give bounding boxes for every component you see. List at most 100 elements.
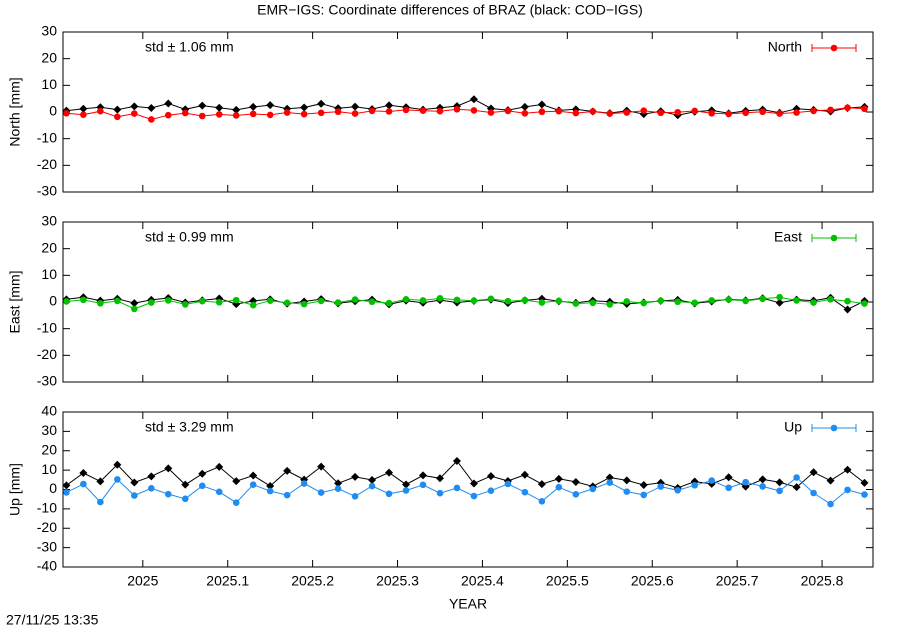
point [300, 480, 308, 487]
point [148, 116, 155, 123]
y-tick-label: -30 [37, 183, 57, 199]
point [402, 296, 410, 303]
point [691, 107, 698, 115]
y-tick-label: 20 [41, 239, 57, 255]
point [181, 109, 189, 117]
point [861, 300, 868, 307]
point [232, 477, 241, 486]
point [827, 500, 834, 508]
point [537, 100, 546, 109]
annotation: std ± 0.99 mm [145, 229, 234, 245]
point [368, 476, 377, 485]
legend-marker [830, 44, 838, 52]
y-tick-label: 10 [41, 76, 57, 92]
point [810, 489, 817, 497]
point [63, 489, 70, 496]
x-axis-label: YEAR [449, 596, 487, 612]
point [96, 477, 105, 486]
y-tick-label: -10 [37, 500, 57, 516]
point [283, 466, 292, 475]
point [775, 298, 784, 307]
point [843, 465, 852, 474]
point [826, 476, 835, 485]
point [674, 108, 682, 116]
y-tick-label: 0 [49, 480, 57, 496]
y-tick-label: 0 [49, 103, 57, 119]
y-tick-label: -20 [37, 156, 57, 172]
point [181, 495, 189, 503]
point [385, 468, 394, 477]
point [130, 299, 139, 308]
point [334, 108, 342, 116]
point [385, 108, 393, 115]
point [572, 300, 580, 307]
point [792, 483, 801, 492]
plot-frame [62, 221, 874, 383]
point [470, 297, 478, 304]
point [114, 113, 121, 121]
point [198, 297, 206, 305]
point [232, 105, 241, 114]
point [521, 296, 529, 304]
annotation: std ± 1.06 mm [145, 39, 234, 55]
point [164, 99, 173, 108]
point [436, 294, 444, 302]
point [605, 473, 614, 482]
point [793, 297, 800, 304]
point [317, 297, 325, 305]
point [657, 483, 665, 490]
point [657, 109, 665, 117]
point [283, 299, 291, 307]
point [742, 478, 749, 486]
y-tick-label: 10 [41, 266, 57, 282]
point [198, 482, 206, 490]
point [844, 104, 851, 112]
y-tick-label: -40 [37, 558, 57, 574]
point [554, 474, 563, 483]
point [793, 474, 800, 481]
point [164, 490, 172, 498]
point [793, 109, 800, 116]
point [708, 477, 715, 484]
point [555, 483, 563, 491]
point [469, 479, 478, 488]
point [537, 480, 546, 489]
point [691, 481, 698, 489]
point [181, 480, 190, 489]
point [80, 296, 87, 304]
point [249, 481, 257, 488]
point [402, 487, 410, 494]
point [198, 469, 207, 478]
point [844, 486, 851, 494]
point [861, 491, 868, 498]
point [215, 462, 224, 471]
point [860, 478, 869, 487]
point [148, 485, 155, 492]
point [368, 107, 376, 115]
point [131, 492, 138, 499]
y-axis-label: North [mm] [7, 77, 23, 146]
point [742, 297, 749, 305]
point [520, 470, 529, 479]
point [351, 110, 359, 117]
point [469, 95, 478, 104]
y-tick-label: 40 [41, 403, 57, 419]
point [810, 299, 817, 306]
point [725, 484, 732, 492]
point [249, 301, 257, 309]
point [843, 305, 852, 314]
point [640, 491, 648, 499]
point [283, 109, 291, 116]
point [351, 492, 359, 500]
point [724, 473, 733, 482]
point [334, 299, 342, 306]
point [113, 105, 122, 114]
point [198, 112, 206, 120]
point [487, 109, 495, 116]
point [708, 297, 715, 304]
point [80, 111, 87, 118]
point [385, 101, 394, 110]
point [725, 296, 732, 303]
point [79, 104, 88, 113]
legend-marker [830, 424, 838, 432]
